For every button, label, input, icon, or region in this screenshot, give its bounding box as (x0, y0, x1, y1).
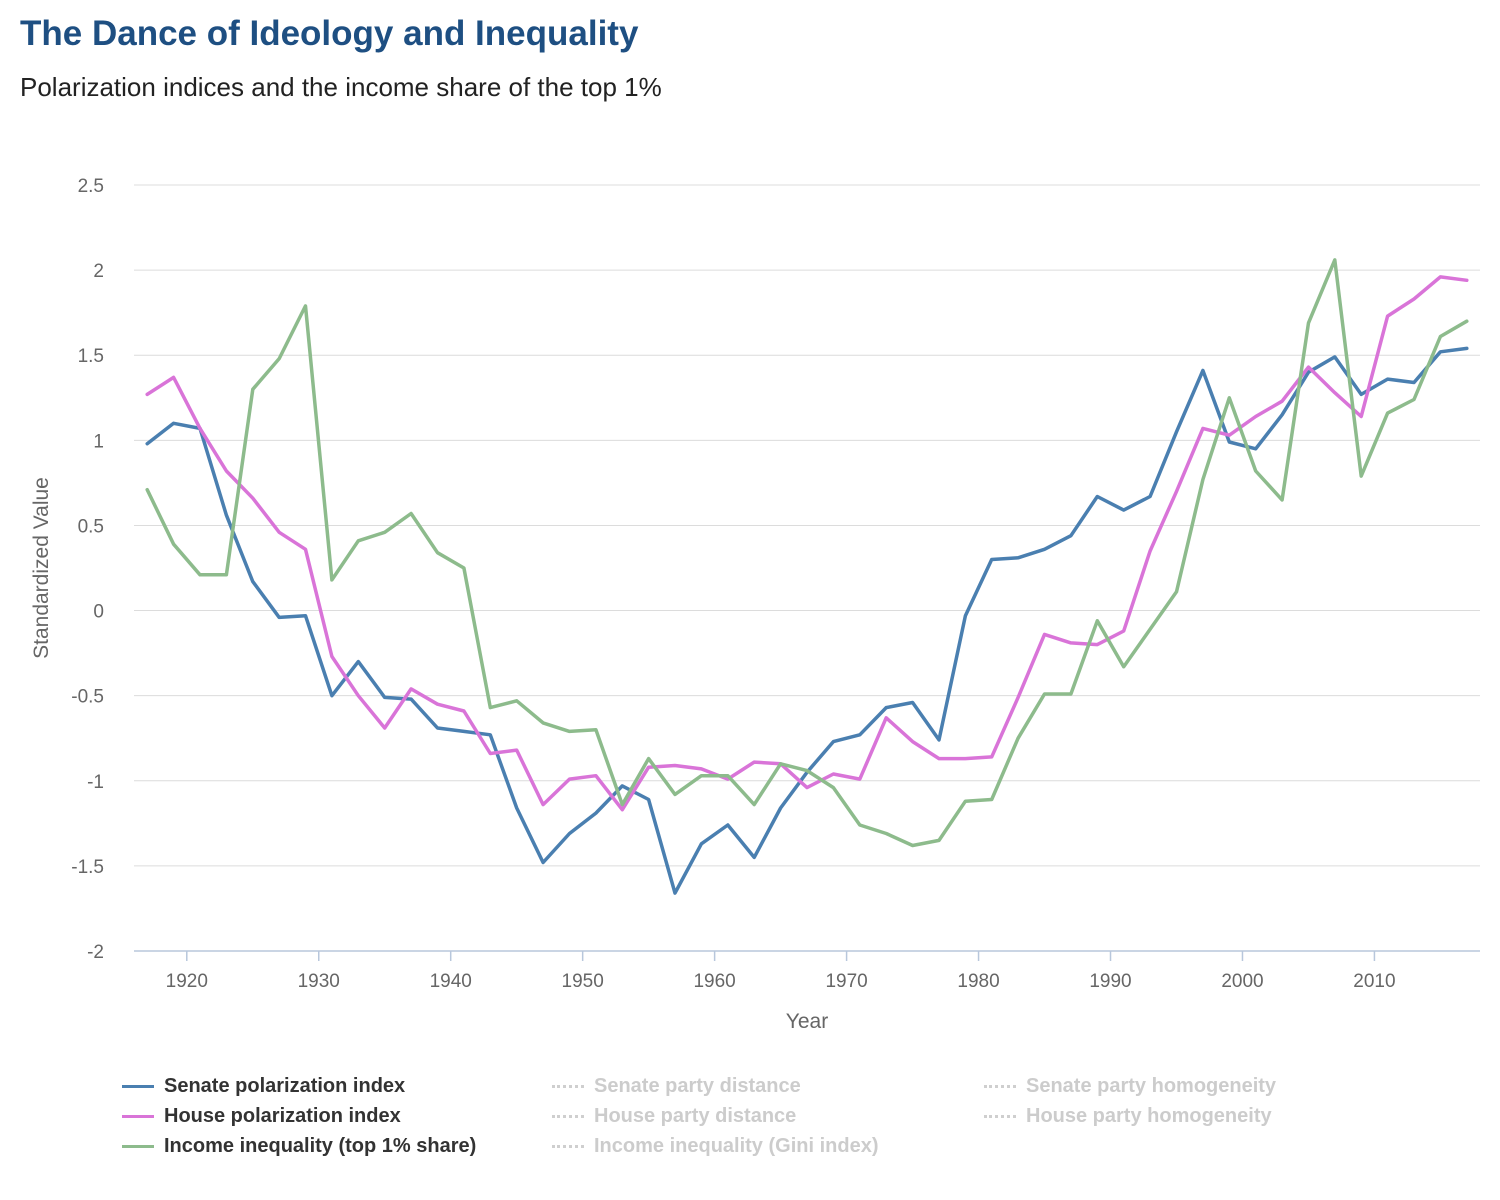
legend-label: House polarization index (164, 1104, 401, 1127)
x-tick-label: 1940 (430, 971, 472, 992)
legend-label: Senate party distance (594, 1074, 801, 1097)
y-tick-label: -2 (87, 942, 104, 963)
legend-swatch (122, 1144, 154, 1148)
legend-label: Income inequality (Gini index) (594, 1134, 879, 1157)
legend-swatch (984, 1084, 1016, 1088)
legend-swatch (122, 1084, 154, 1088)
y-tick-label: 0.5 (78, 516, 104, 537)
series-line-senate-polarization-index (145, 346, 1469, 895)
series-line-house-polarization-index (145, 275, 1469, 812)
chart-title: The Dance of Ideology and Inequality (20, 14, 639, 53)
chart-subtitle: Polarization indices and the income shar… (20, 72, 662, 102)
y-tick-label: 1.5 (78, 346, 104, 367)
legend-item[interactable]: Senate party homogeneity (984, 1073, 1276, 1099)
legend-item[interactable]: Income inequality (Gini index) (552, 1133, 878, 1159)
x-tick-label: 1990 (1089, 971, 1131, 992)
x-tick-label: 1930 (298, 971, 340, 992)
y-axis-title: Standardized Value (30, 477, 53, 659)
x-tick-label: 1970 (825, 971, 867, 992)
legend-swatch (552, 1144, 584, 1148)
legend-item[interactable]: Senate party distance (552, 1073, 801, 1099)
x-tick-label: 2010 (1353, 971, 1395, 992)
y-tick-label: 1 (93, 431, 104, 452)
legend-swatch (552, 1114, 584, 1118)
x-tick-label: 1960 (693, 971, 735, 992)
x-tick-label: 2000 (1221, 971, 1263, 992)
legend-label: Senate party homogeneity (1026, 1074, 1277, 1097)
legend-label: House party distance (594, 1104, 797, 1127)
y-tick-label: -1.5 (71, 857, 104, 878)
legend-label: Senate polarization index (164, 1074, 406, 1097)
x-tick-label: 1980 (957, 971, 999, 992)
legend-label: Income inequality (top 1% share) (164, 1134, 477, 1157)
y-tick-label: 2 (93, 261, 104, 282)
x-tick-label: 1950 (562, 971, 604, 992)
line-chart: -2 -1.5 -1 -0.5 0 0.5 1 1.5 2 2.5 1920 1930 1940 1950… (30, 176, 1480, 1033)
x-tick-label: 1920 (166, 971, 208, 992)
legend-swatch (552, 1084, 584, 1088)
series-line-income-inequality-top-1-share (145, 258, 1469, 848)
legend-swatch (984, 1114, 1016, 1118)
legend-item[interactable]: Senate polarization index (122, 1073, 405, 1099)
legend-item[interactable]: Income inequality (top 1% share) (122, 1133, 476, 1159)
legend-swatch (122, 1114, 154, 1118)
legend-item[interactable]: House party homogeneity (984, 1103, 1272, 1129)
legend-item[interactable]: House polarization index (122, 1103, 401, 1129)
legend-label: House party homogeneity (1026, 1104, 1272, 1127)
y-tick-label: -0.5 (71, 687, 104, 708)
y-tick-label: 2.5 (78, 176, 104, 197)
x-axis-title: Year (786, 1010, 828, 1033)
y-tick-label: -1 (87, 772, 104, 793)
y-tick-label: 0 (93, 602, 104, 623)
legend-item[interactable]: House party distance (552, 1103, 796, 1129)
